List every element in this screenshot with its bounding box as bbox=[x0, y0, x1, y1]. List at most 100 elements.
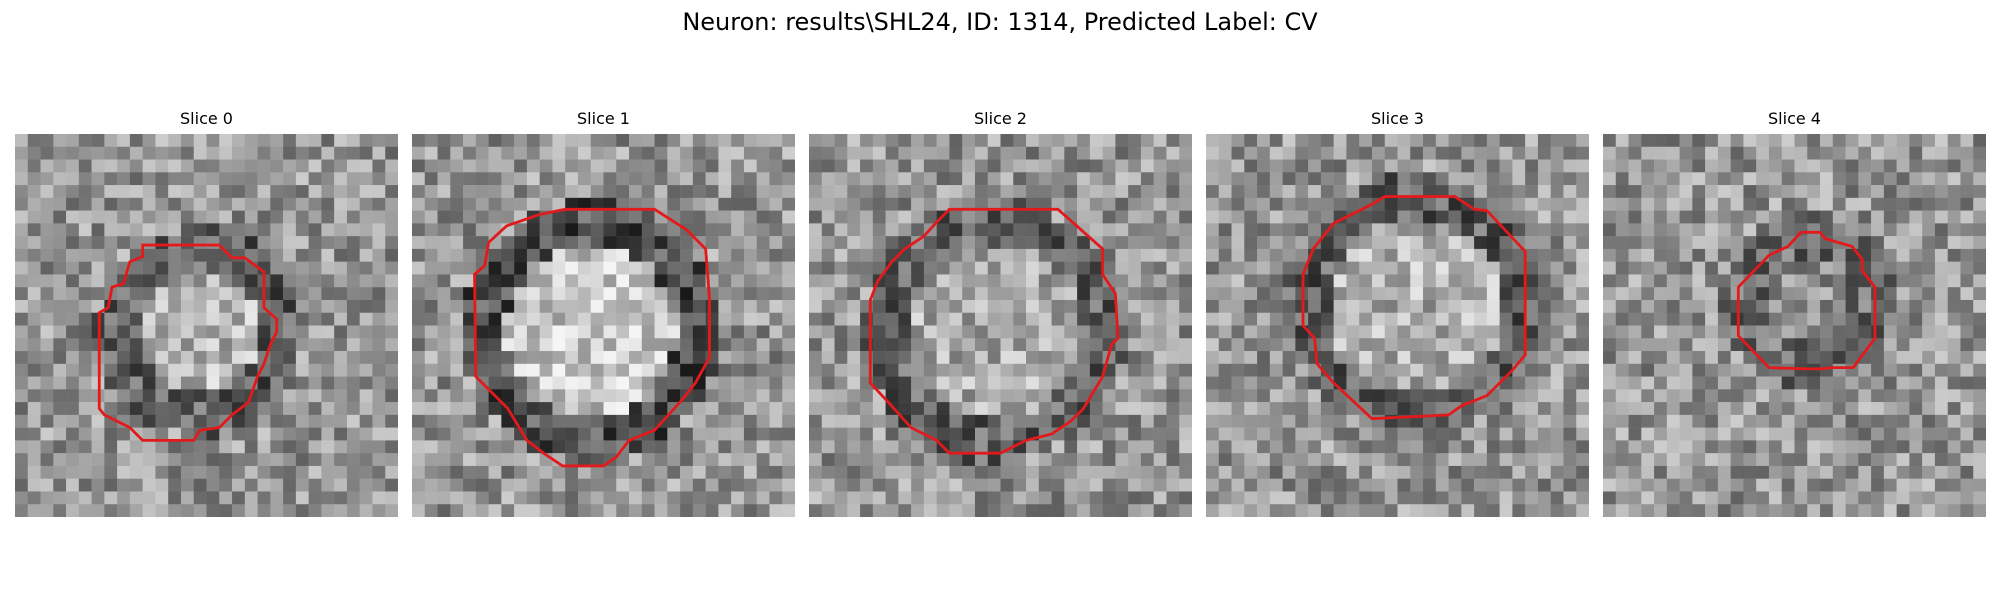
grayscale-tile bbox=[1871, 428, 1884, 441]
grayscale-tile bbox=[949, 402, 962, 415]
grayscale-tile bbox=[15, 223, 28, 236]
grayscale-tile bbox=[1718, 313, 1731, 326]
grayscale-tile bbox=[693, 147, 706, 160]
grayscale-tile bbox=[1398, 466, 1411, 479]
grayscale-tile bbox=[578, 160, 591, 173]
grayscale-tile bbox=[66, 236, 79, 249]
grayscale-tile bbox=[1960, 211, 1973, 224]
grayscale-tile bbox=[616, 211, 629, 224]
grayscale-tile bbox=[1115, 453, 1128, 466]
grayscale-tile bbox=[1667, 338, 1680, 351]
grayscale-tile bbox=[898, 326, 911, 339]
grayscale-tile bbox=[1833, 338, 1846, 351]
grayscale-tile bbox=[1308, 402, 1321, 415]
grayscale-tile bbox=[1756, 172, 1769, 185]
grayscale-tile bbox=[1680, 389, 1693, 402]
grayscale-tile bbox=[1487, 504, 1500, 517]
grayscale-tile bbox=[143, 198, 156, 211]
grayscale-tile bbox=[207, 249, 220, 262]
grayscale-tile bbox=[1756, 236, 1769, 249]
grayscale-tile bbox=[207, 389, 220, 402]
grayscale-tile bbox=[1026, 402, 1039, 415]
grayscale-tile bbox=[1115, 364, 1128, 377]
grayscale-tile bbox=[1795, 338, 1808, 351]
grayscale-tile bbox=[1563, 377, 1576, 390]
grayscale-tile bbox=[604, 364, 617, 377]
grayscale-tile bbox=[898, 389, 911, 402]
grayscale-tile bbox=[769, 223, 782, 236]
grayscale-tile bbox=[360, 415, 373, 428]
slice-image-2 bbox=[809, 134, 1192, 517]
grayscale-tile bbox=[706, 491, 719, 504]
grayscale-tile bbox=[578, 223, 591, 236]
grayscale-tile bbox=[1846, 274, 1859, 287]
grayscale-tile bbox=[53, 211, 66, 224]
grayscale-tile bbox=[296, 428, 309, 441]
grayscale-tile bbox=[1563, 313, 1576, 326]
grayscale-tile bbox=[130, 402, 143, 415]
grayscale-tile bbox=[283, 236, 296, 249]
grayscale-tile bbox=[591, 415, 604, 428]
grayscale-tile bbox=[207, 504, 220, 517]
grayscale-tile bbox=[1616, 326, 1629, 339]
grayscale-tile bbox=[372, 491, 385, 504]
grayscale-tile bbox=[104, 504, 117, 517]
grayscale-tile bbox=[718, 326, 731, 339]
grayscale-tile bbox=[693, 287, 706, 300]
grayscale-tile bbox=[1283, 479, 1296, 492]
grayscale-tile bbox=[1948, 364, 1961, 377]
grayscale-tile bbox=[1769, 453, 1782, 466]
grayscale-tile bbox=[1346, 300, 1359, 313]
grayscale-tile bbox=[155, 134, 168, 147]
grayscale-tile bbox=[1410, 172, 1423, 185]
grayscale-tile bbox=[1538, 364, 1551, 377]
grayscale-tile bbox=[28, 211, 41, 224]
grayscale-tile bbox=[949, 172, 962, 185]
grayscale-tile bbox=[1232, 300, 1245, 313]
grayscale-tile bbox=[385, 198, 398, 211]
grayscale-tile bbox=[680, 198, 693, 211]
grayscale-tile bbox=[219, 185, 232, 198]
grayscale-tile bbox=[1500, 389, 1513, 402]
grayscale-tile bbox=[1782, 326, 1795, 339]
grayscale-tile bbox=[283, 453, 296, 466]
grayscale-tile bbox=[1654, 440, 1667, 453]
grayscale-tile bbox=[744, 262, 757, 275]
grayscale-tile bbox=[425, 389, 438, 402]
grayscale-tile bbox=[347, 198, 360, 211]
grayscale-tile bbox=[117, 211, 130, 224]
grayscale-tile bbox=[1897, 491, 1910, 504]
grayscale-tile bbox=[629, 415, 642, 428]
grayscale-tile bbox=[911, 300, 924, 313]
grayscale-tile bbox=[1166, 211, 1179, 224]
grayscale-tile bbox=[1897, 262, 1910, 275]
grayscale-tile bbox=[1538, 172, 1551, 185]
grayscale-tile bbox=[41, 223, 54, 236]
grayscale-tile bbox=[1141, 211, 1154, 224]
grayscale-tile bbox=[1039, 377, 1052, 390]
grayscale-tile bbox=[412, 198, 425, 211]
grayscale-tile bbox=[438, 211, 451, 224]
grayscale-tile bbox=[1346, 185, 1359, 198]
grayscale-tile bbox=[117, 364, 130, 377]
grayscale-tile bbox=[886, 479, 899, 492]
grayscale-tile bbox=[975, 440, 988, 453]
grayscale-tile bbox=[1090, 479, 1103, 492]
grayscale-tile bbox=[245, 211, 258, 224]
grayscale-tile bbox=[1487, 223, 1500, 236]
grayscale-tile bbox=[1795, 479, 1808, 492]
grayscale-tile bbox=[258, 185, 271, 198]
grayscale-tile bbox=[578, 479, 591, 492]
grayscale-tile bbox=[1346, 479, 1359, 492]
grayscale-tile bbox=[1001, 313, 1014, 326]
grayscale-tile bbox=[296, 377, 309, 390]
grayscale-tile bbox=[975, 466, 988, 479]
grayscale-tile bbox=[245, 364, 258, 377]
grayscale-tile bbox=[949, 326, 962, 339]
grayscale-tile bbox=[782, 466, 795, 479]
grayscale-tile bbox=[1922, 236, 1935, 249]
grayscale-tile bbox=[334, 172, 347, 185]
grayscale-tile bbox=[1718, 466, 1731, 479]
grayscale-tile bbox=[232, 338, 245, 351]
grayscale-tile bbox=[1410, 249, 1423, 262]
